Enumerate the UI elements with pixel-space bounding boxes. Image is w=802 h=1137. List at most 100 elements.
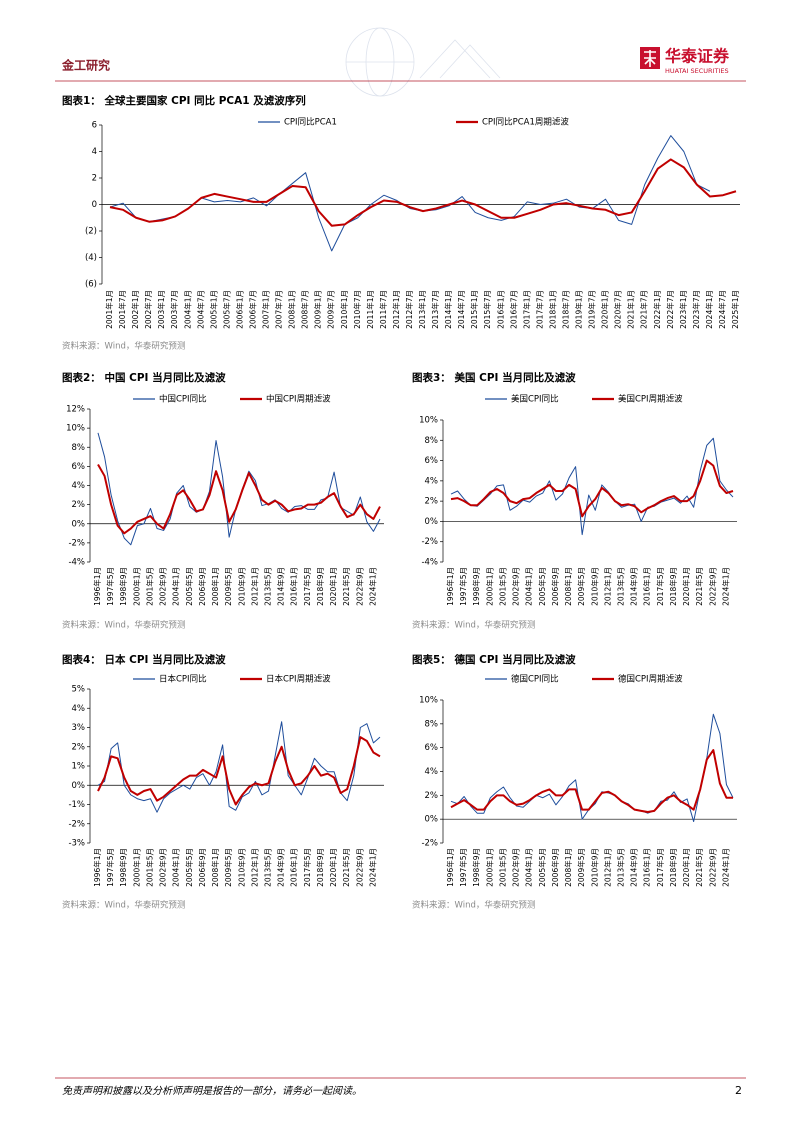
- logo-subtitle: HUATAI SECURITIES: [665, 67, 729, 75]
- x-tick-label: 2001年5月: [144, 567, 154, 606]
- series-line: [450, 437, 734, 536]
- y-tick-label: -1%: [68, 800, 85, 810]
- x-tick-label: 2002年1月: [130, 290, 140, 329]
- y-tick-label: -3%: [68, 839, 85, 849]
- x-tick-label: 2022年9月: [707, 848, 717, 887]
- x-tick-label: 2008年7月: [300, 290, 310, 329]
- y-tick-label: (4): [85, 253, 97, 263]
- y-tick-label: 8%: [425, 436, 439, 446]
- x-tick-label: 2016年7月: [508, 290, 518, 329]
- x-tick-label: 2024年1月: [704, 290, 714, 329]
- x-tick-label: 2018年7月: [560, 290, 570, 329]
- x-tick-label: 2004年1月: [171, 567, 181, 606]
- x-tick-label: 2015年1月: [469, 290, 479, 329]
- x-tick-label: 2010年7月: [352, 290, 362, 329]
- x-tick-label: 2006年1月: [234, 290, 244, 329]
- y-tick-label: 2%: [425, 791, 439, 801]
- x-tick-label: 1998年9月: [471, 848, 481, 887]
- x-tick-label: 2019年1月: [574, 290, 584, 329]
- x-tick-label: 2004年1月: [182, 290, 192, 329]
- x-tick-label: 2013年5月: [616, 848, 626, 887]
- y-tick-label: 10%: [419, 416, 438, 426]
- legend-label: 德国CPI同比: [511, 674, 559, 685]
- x-tick-label: 2003年7月: [169, 290, 179, 329]
- x-tick-label: 2012年1月: [602, 848, 612, 887]
- x-tick-label: 1997年5月: [105, 848, 115, 887]
- x-tick-label: 2024年1月: [720, 567, 730, 606]
- x-tick-label: 2023年7月: [691, 290, 701, 329]
- x-tick-label: 2010年9月: [236, 848, 246, 887]
- x-tick-label: 2020年1月: [328, 567, 338, 606]
- x-tick-label: 2010年1月: [339, 290, 349, 329]
- x-tick-label: 1998年9月: [118, 848, 128, 887]
- x-tick-label: 1997年5月: [105, 567, 115, 606]
- x-tick-label: 2024年1月: [367, 848, 377, 887]
- x-tick-label: 2011年7月: [378, 290, 388, 329]
- x-tick-label: 2009年5月: [576, 848, 586, 887]
- x-tick-label: 2009年5月: [223, 848, 233, 887]
- y-tick-label: -4%: [421, 558, 438, 568]
- figure-title: 图表4： 日本 CPI 当月同比及滤波: [62, 653, 226, 666]
- x-tick-label: 2008年1月: [563, 848, 573, 887]
- x-tick-label: 1998年9月: [118, 567, 128, 606]
- series-line: [97, 721, 381, 813]
- x-tick-label: 2018年9月: [668, 848, 678, 887]
- y-tick-label: 6%: [425, 456, 439, 466]
- x-tick-label: 2013年7月: [430, 290, 440, 329]
- y-tick-label: 2%: [425, 497, 439, 507]
- x-tick-label: 2012年1月: [249, 567, 259, 606]
- x-tick-label: 2022年1月: [652, 290, 662, 329]
- series-line: [97, 463, 381, 535]
- x-tick-label: 2005年5月: [184, 567, 194, 606]
- y-tick-label: 8%: [72, 443, 86, 453]
- x-tick-label: 2008年1月: [210, 567, 220, 606]
- x-tick-label: 2012年1月: [249, 848, 259, 887]
- series-line: [109, 135, 711, 252]
- x-tick-label: 2005年5月: [537, 567, 547, 606]
- y-tick-label: -2%: [421, 839, 438, 849]
- series-line: [450, 459, 734, 518]
- y-tick-label: 4: [92, 147, 97, 157]
- x-tick-label: 2017年1月: [521, 290, 531, 329]
- x-tick-label: 2016年1月: [642, 848, 652, 887]
- x-tick-label: 2014年9月: [276, 567, 286, 606]
- figure-source: 资料来源：Wind，华泰研究预测: [62, 341, 185, 352]
- x-tick-label: 2009年1月: [313, 290, 323, 329]
- x-tick-label: 2010年9月: [589, 567, 599, 606]
- x-tick-label: 2022年9月: [707, 567, 717, 606]
- legend-label: CPI同比PCA1: [284, 117, 337, 128]
- x-tick-label: 2004年7月: [195, 290, 205, 329]
- x-tick-label: 2005年7月: [221, 290, 231, 329]
- x-tick-label: 2020年1月: [681, 567, 691, 606]
- y-tick-label: 0%: [425, 815, 439, 825]
- x-tick-label: 1997年5月: [458, 567, 468, 606]
- legend-label: 中国CPI周期滤波: [266, 394, 331, 405]
- x-tick-label: 2024年1月: [367, 567, 377, 606]
- x-tick-label: 2024年1月: [720, 848, 730, 887]
- y-tick-label: 8%: [425, 719, 439, 729]
- x-tick-label: 2005年5月: [184, 848, 194, 887]
- x-tick-label: 2017年7月: [534, 290, 544, 329]
- x-tick-label: 2018年9月: [315, 848, 325, 887]
- y-tick-label: 6: [92, 121, 97, 131]
- x-tick-label: 1996年1月: [92, 848, 102, 887]
- y-tick-label: 6%: [72, 462, 86, 472]
- x-tick-label: 2010年9月: [589, 848, 599, 887]
- x-tick-label: 2001年1月: [104, 290, 114, 329]
- x-tick-label: 2022年9月: [354, 567, 364, 606]
- x-tick-label: 2018年1月: [547, 290, 557, 329]
- y-tick-label: 2%: [72, 742, 86, 752]
- y-tick-label: 3%: [72, 723, 86, 733]
- y-tick-label: (6): [85, 280, 97, 290]
- x-tick-label: 2002年9月: [158, 567, 168, 606]
- x-tick-label: 2021年5月: [694, 567, 704, 606]
- legend-label: 美国CPI周期滤波: [618, 394, 683, 405]
- figure-source: 资料来源：Wind，华泰研究预测: [412, 620, 535, 631]
- x-tick-label: 2008年1月: [563, 567, 573, 606]
- y-tick-label: 4%: [425, 767, 439, 777]
- x-tick-label: 2020年7月: [613, 290, 623, 329]
- x-tick-label: 2000年1月: [131, 567, 141, 606]
- x-tick-label: 2002年9月: [511, 567, 521, 606]
- x-tick-label: 2013年1月: [417, 290, 427, 329]
